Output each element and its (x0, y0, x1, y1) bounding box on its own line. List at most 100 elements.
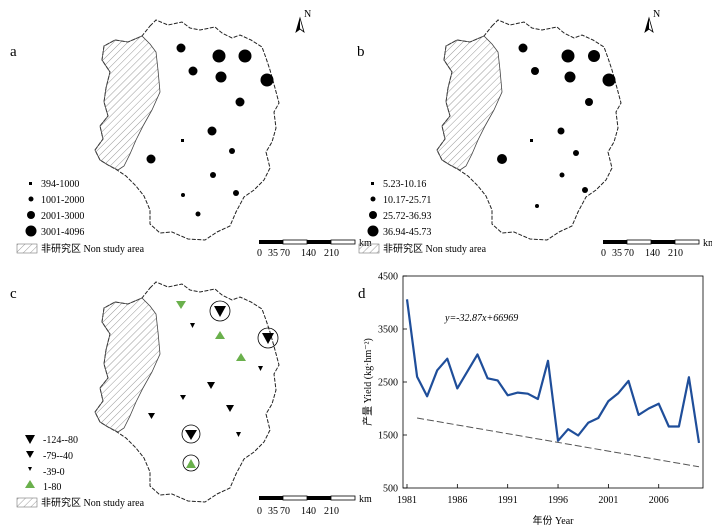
svg-text:0: 0 (257, 248, 262, 259)
site-symbol (215, 331, 225, 339)
site-symbol (561, 49, 575, 63)
yield-series-line (405, 299, 701, 444)
svg-text:1-80: 1-80 (43, 482, 61, 493)
svg-text:70: 70 (624, 248, 634, 259)
site-symbol (181, 139, 184, 142)
svg-text:210: 210 (324, 506, 339, 517)
svg-text:36.94-45.73: 36.94-45.73 (383, 227, 431, 238)
panel-d: d 500 1500 2500 3500 4500 1981 1986 1991 1996 200… (358, 272, 704, 527)
panel-a-label: a (10, 44, 17, 60)
panel-d-label: d (358, 286, 366, 302)
svg-text:-79--40: -79--40 (43, 451, 73, 462)
panel-c-legend: -124--80 -79--40 -39-0 1-80 非研究区 Non stu… (16, 435, 145, 509)
svg-text:非研究区 Non study area: 非研究区 Non study area (383, 242, 487, 255)
site-symbol (215, 71, 227, 83)
trend-line (416, 417, 700, 468)
x-tick-label: 1981 (397, 495, 417, 506)
site-symbol (530, 139, 533, 142)
svg-text:35: 35 (612, 248, 622, 259)
site-symbol (531, 67, 539, 75)
panel-c-label: c (10, 286, 17, 302)
site-symbol (214, 306, 226, 317)
panel-b-north-arrow: N (644, 9, 660, 33)
panel-a-map (94, 19, 280, 241)
panel-b-symbols (497, 43, 616, 208)
svg-text:km: km (359, 238, 372, 249)
panel-a-symbols (146, 43, 274, 217)
site-symbol (207, 382, 215, 389)
svg-text:70: 70 (280, 506, 290, 517)
site-symbol (212, 49, 226, 63)
svg-text:25.72-36.93: 25.72-36.93 (383, 211, 431, 222)
site-symbol (180, 395, 186, 400)
svg-text:2001-3000: 2001-3000 (41, 211, 84, 222)
site-symbol (185, 430, 197, 440)
svg-text:210: 210 (324, 248, 339, 259)
svg-text:-124--80: -124--80 (43, 435, 78, 446)
svg-text:3001-4096: 3001-4096 (41, 227, 84, 238)
panel-b-label: b (357, 44, 365, 60)
site-symbol (602, 73, 616, 87)
trend-equation: y=-32.87x+66969 (444, 313, 518, 324)
svg-text:1001-2000: 1001-2000 (41, 195, 84, 206)
svg-text:140: 140 (645, 248, 660, 259)
chart-frame (402, 275, 704, 489)
svg-text:非研究区 Non study area: 非研究区 Non study area (41, 496, 145, 509)
svg-text:35: 35 (268, 248, 278, 259)
x-tick-label: 1986 (447, 495, 467, 506)
site-symbol (181, 193, 185, 197)
svg-text:km: km (703, 238, 712, 249)
panel-b: b N 5.23-10.16 10.17-25.71 (357, 9, 712, 259)
panel-c-symbols (148, 300, 279, 472)
site-symbol (573, 150, 579, 156)
svg-text:0: 0 (257, 506, 262, 517)
x-axis-label: 年份 Year (533, 514, 575, 527)
panel-a-scale-bar: km 0 35 70 140 210 (257, 238, 372, 259)
site-symbol (582, 187, 588, 193)
y-tick-label: 500 (383, 484, 398, 495)
panel-c-map (94, 281, 280, 503)
site-symbol (497, 154, 507, 164)
svg-text:N: N (653, 9, 660, 20)
site-symbol (260, 73, 274, 87)
panel-b-scale-bar: km 0 35 70 140 210 (601, 238, 712, 259)
site-symbol (559, 172, 565, 178)
site-symbol (585, 98, 593, 106)
svg-text:140: 140 (301, 248, 316, 259)
chart-plot-area: 500 1500 2500 3500 4500 1981 1986 1991 1996 2001 2… (378, 272, 701, 506)
site-symbol (188, 66, 198, 76)
site-symbol (186, 459, 196, 468)
y-tick-label: 2500 (378, 378, 398, 389)
north-label: N (304, 9, 311, 20)
site-symbol (229, 148, 235, 154)
site-symbol (148, 413, 155, 419)
x-tick-label: 1996 (548, 495, 568, 506)
panel-c: c -124--80 -79--40 (10, 281, 372, 517)
site-symbol (146, 154, 156, 164)
site-symbol (535, 204, 539, 208)
svg-text:-39-0: -39-0 (43, 467, 65, 478)
y-axis-label: 产量 Yield (kg·hm⁻²) (361, 338, 374, 426)
y-tick-label: 1500 (378, 431, 398, 442)
svg-text:394-1000: 394-1000 (41, 179, 79, 190)
site-symbol (233, 190, 239, 196)
y-tick-label: 3500 (378, 325, 398, 336)
svg-text:km: km (359, 494, 372, 505)
site-symbol (518, 43, 528, 53)
svg-text:210: 210 (668, 248, 683, 259)
site-symbol (176, 301, 186, 309)
site-symbol (226, 405, 234, 412)
site-symbol (207, 126, 217, 136)
site-symbol (195, 211, 201, 217)
svg-text:5.23-10.16: 5.23-10.16 (383, 179, 426, 190)
panel-c-scale-bar: km 0 35 70 140 210 (257, 494, 372, 517)
site-symbol (238, 49, 252, 63)
svg-text:0: 0 (601, 248, 606, 259)
panel-a: a N 394-1000 1001-2000 (10, 9, 372, 259)
site-symbol (235, 97, 245, 107)
svg-text:70: 70 (280, 248, 290, 259)
site-symbol (557, 127, 565, 135)
svg-text:35: 35 (268, 506, 278, 517)
svg-text:140: 140 (301, 506, 316, 517)
